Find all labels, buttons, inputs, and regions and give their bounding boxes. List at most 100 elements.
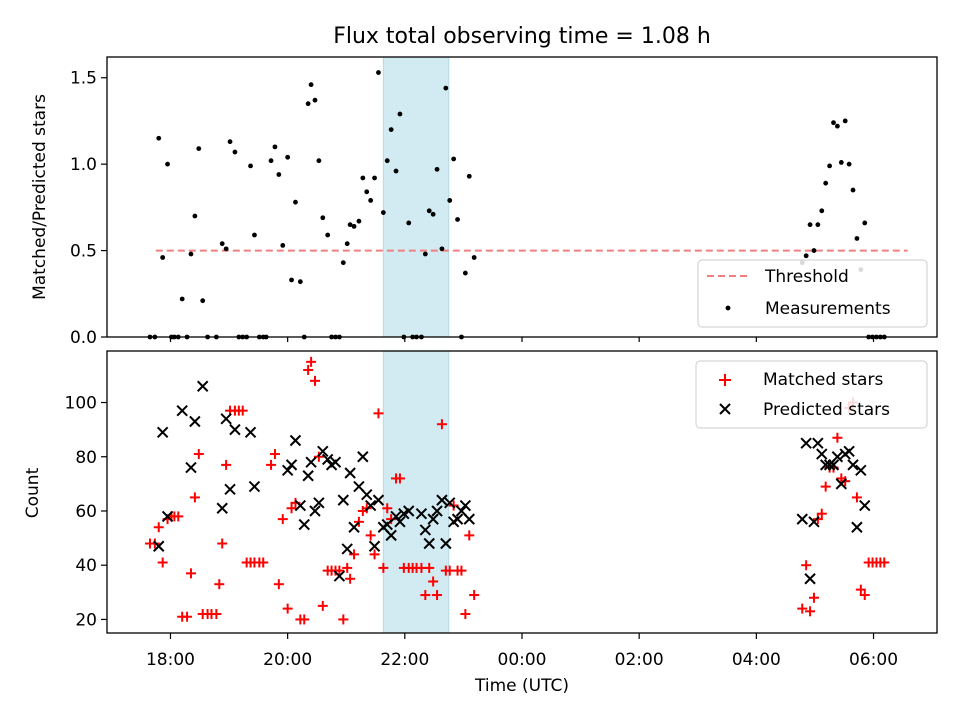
- predicted-star-point: [333, 570, 346, 582]
- predicted-star-point: [285, 459, 298, 471]
- predicted-star-point: [329, 456, 342, 468]
- measurement-point: [160, 255, 166, 260]
- matched-star-point: [394, 473, 405, 484]
- matched-star-point: [211, 609, 222, 620]
- measurement-point: [455, 217, 460, 222]
- matched-star-point: [797, 603, 808, 614]
- measurement-point: [842, 118, 848, 124]
- predicted-star-point: [796, 513, 808, 525]
- matched-star-point: [820, 481, 831, 492]
- predicted-star-point: [812, 437, 824, 449]
- matched-star-point: [299, 614, 310, 625]
- top-legend-box: [697, 259, 928, 328]
- measurement-point: [297, 279, 303, 285]
- predicted-star-point: [341, 543, 353, 555]
- measurement-point: [462, 270, 468, 276]
- top-y-axis-label: Matched/Predicted stars: [30, 94, 50, 300]
- bottom-y-tick-label: 80: [75, 448, 97, 468]
- measurement-point: [272, 144, 278, 150]
- measurement-point: [397, 111, 403, 117]
- predicted-star-point: [348, 521, 360, 533]
- predicted-star-point: [248, 480, 261, 493]
- top-legend-threshold-label: Threshold: [764, 267, 849, 287]
- predicted-star-point: [440, 537, 452, 550]
- matched-star-point: [185, 568, 196, 579]
- matched-star-point: [365, 530, 376, 541]
- x-tick-label: 18:00: [146, 650, 195, 670]
- matched-star-point: [342, 562, 353, 573]
- matched-star-point: [851, 492, 862, 503]
- bottom-legend-predicted-swatch: [719, 403, 731, 415]
- measurement-point: [422, 251, 428, 257]
- measurement-point: [368, 198, 374, 203]
- measurement-point: [344, 241, 350, 247]
- measurement-point: [827, 163, 832, 169]
- matched-star-point: [153, 522, 164, 533]
- predicted-star-point: [281, 464, 294, 477]
- measurement-point: [356, 218, 362, 224]
- matched-star-point: [805, 606, 816, 617]
- predicted-star-point: [196, 380, 209, 392]
- matched-star-point: [436, 419, 447, 430]
- predicted-star-point: [804, 573, 816, 585]
- predicted-star-point: [855, 464, 867, 477]
- matched-star-point: [221, 459, 232, 470]
- predicted-star-point: [800, 437, 812, 449]
- predicted-star-point: [859, 499, 871, 512]
- measurement-point: [388, 127, 394, 132]
- measurement-point: [815, 222, 821, 228]
- measurement-point: [156, 135, 162, 141]
- measurement-point: [188, 251, 194, 257]
- measurement-point: [227, 139, 233, 145]
- matched-star-point: [193, 449, 204, 460]
- matched-star-point: [859, 590, 870, 601]
- measurement-point: [268, 158, 274, 164]
- measurement-point: [312, 97, 318, 103]
- matched-star-point: [338, 614, 349, 625]
- measurement-point: [376, 70, 381, 75]
- predicted-star-point: [436, 494, 448, 506]
- bottom-legend-matched-swatch: [719, 374, 731, 386]
- bottom-y-tick-label: 40: [75, 556, 97, 576]
- measurement-point: [232, 149, 238, 155]
- predicted-star-point: [224, 483, 236, 495]
- matched-star-point: [382, 503, 393, 514]
- measurement-point: [372, 175, 377, 181]
- predicted-star-point: [372, 494, 385, 506]
- matched-star-point: [808, 592, 819, 603]
- measurement-point: [165, 161, 170, 167]
- measurement-point: [430, 211, 436, 217]
- matched-star-point: [309, 375, 320, 386]
- predicted-star-point: [381, 518, 393, 531]
- measurement-point: [289, 277, 294, 283]
- predicted-star-point: [463, 513, 475, 525]
- measurement-point: [846, 161, 852, 167]
- matched-star-point: [378, 562, 389, 573]
- top-y-tick-label: 0.0: [70, 328, 97, 348]
- matched-star-point: [303, 364, 314, 375]
- x-tick-label: 20:00: [263, 650, 312, 670]
- matched-star-point: [855, 584, 866, 595]
- predicted-star-point: [364, 499, 377, 512]
- measurement-point: [838, 160, 844, 165]
- measurement-point: [360, 175, 366, 181]
- predicted-star-point: [309, 505, 321, 517]
- predicted-star-point: [220, 413, 232, 425]
- measurement-point: [347, 222, 353, 228]
- predicted-star-point: [459, 499, 472, 512]
- matched-star-point: [214, 579, 225, 590]
- x-tick-label: 04:00: [732, 650, 781, 670]
- matched-star-point: [258, 557, 269, 568]
- top-y-tick-label: 1.5: [70, 69, 97, 89]
- matched-star-point: [282, 603, 293, 614]
- measurement-point: [340, 260, 346, 266]
- measurement-point: [192, 213, 198, 219]
- matched-star-point: [428, 576, 439, 587]
- matched-star-point: [317, 600, 328, 611]
- predicted-star-point: [808, 516, 820, 528]
- measurement-point: [393, 168, 399, 174]
- predicted-star-point: [298, 518, 310, 531]
- measurement-point: [351, 223, 357, 229]
- matched-star-point: [469, 590, 480, 601]
